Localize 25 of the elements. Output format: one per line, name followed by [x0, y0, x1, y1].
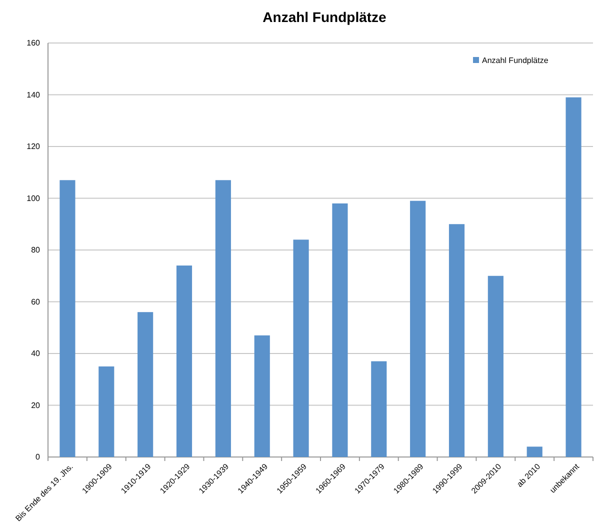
- y-tick-label: 0: [36, 452, 41, 462]
- y-tick-label: 60: [31, 297, 41, 306]
- legend-label: Anzahl Fundplätze: [482, 56, 549, 65]
- bar: [566, 97, 582, 457]
- bar: [448, 224, 465, 457]
- bar: [332, 203, 348, 457]
- bar: [98, 366, 114, 457]
- y-tick-label: 160: [26, 38, 41, 48]
- bar: [371, 361, 387, 457]
- bar: [410, 200, 426, 457]
- bar: [526, 446, 542, 457]
- bar: [138, 312, 154, 457]
- bar: [293, 240, 309, 457]
- y-tick-label: 20: [31, 400, 41, 410]
- y-tick-label: 100: [26, 194, 41, 203]
- y-tick-label: 140: [26, 90, 41, 100]
- y-tick-label: 120: [26, 142, 41, 152]
- bar: [254, 335, 270, 457]
- bar: [215, 180, 231, 457]
- bar: [488, 276, 504, 457]
- bar: [176, 266, 192, 457]
- bar: [60, 180, 76, 457]
- chart-title: Anzahl Fundplätze: [262, 9, 387, 25]
- y-tick-label: 40: [31, 349, 41, 358]
- y-tick-label: 80: [31, 246, 41, 255]
